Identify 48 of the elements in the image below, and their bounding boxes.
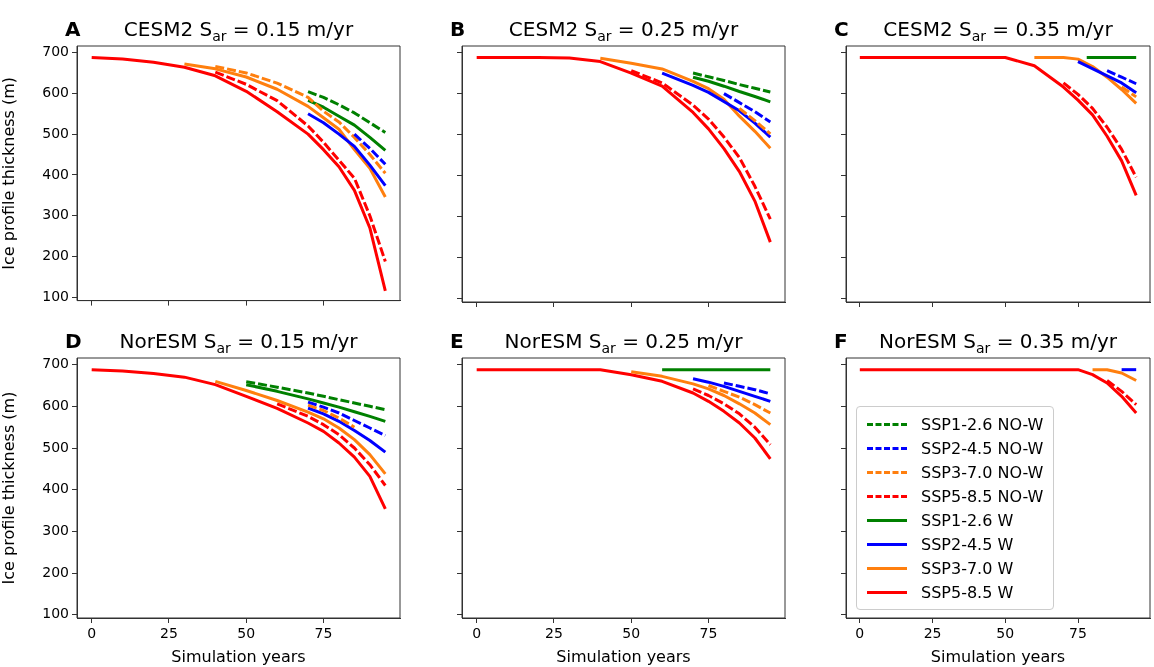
- text: C: [834, 17, 849, 41]
- x-tick-label: 75: [699, 625, 718, 642]
- y-tick-label: 700: [42, 355, 69, 372]
- line-series: [306, 400, 387, 437]
- legend-label: SSP3-7.0 W: [921, 558, 1014, 578]
- x-tick-label: 25: [160, 625, 178, 642]
- x-tick-label: 50: [996, 625, 1015, 642]
- text: E: [450, 329, 464, 353]
- x-axis-title: Simulation years: [930, 646, 1066, 666]
- y-tick-label: 200: [42, 247, 69, 264]
- y-tick-label: 100: [42, 605, 69, 622]
- legend-label: SSP1-2.6 W: [921, 510, 1014, 530]
- legend-label: SSP1-2.6 NO-W: [921, 414, 1044, 434]
- y-tick-label: 500: [42, 438, 69, 455]
- x-tick-label: 0: [472, 625, 482, 642]
- x-tick-label: 0: [855, 625, 865, 642]
- y-tick-label: 600: [42, 396, 69, 413]
- y-tick-label: 500: [42, 124, 69, 141]
- y-tick-label: 400: [42, 480, 69, 497]
- x-tick-label: 0: [87, 625, 97, 642]
- x-tick-label: 25: [923, 625, 942, 642]
- y-axis-title: Ice profile thickness (m): [0, 76, 18, 270]
- x-tick-label: 50: [622, 625, 641, 642]
- x-axis-title: Simulation years: [556, 646, 691, 666]
- line-series: [306, 403, 356, 429]
- y-tick-label: 200: [42, 563, 69, 580]
- y-tick-label: 700: [42, 43, 69, 60]
- y-axis-title: Ice profile thickness (m): [0, 391, 18, 585]
- y-tick-label: 100: [42, 287, 69, 304]
- text: A: [65, 17, 81, 41]
- text: D: [65, 329, 82, 353]
- y-tick-label: 300: [42, 521, 69, 538]
- y-tick-label: 300: [42, 206, 69, 223]
- x-tick-label: 75: [314, 625, 333, 642]
- y-tick-label: 400: [42, 165, 69, 182]
- text: B: [450, 17, 466, 41]
- legend-label: SSP3-7.0 NO-W: [921, 462, 1044, 482]
- text: F: [834, 329, 848, 353]
- legend-label: SSP5-8.5 NO-W: [921, 486, 1044, 506]
- y-tick-label: 600: [42, 83, 69, 100]
- legend-label: SSP2-4.5 NO-W: [921, 438, 1044, 458]
- line-series: [306, 90, 387, 134]
- x-axis-title: Simulation years: [171, 646, 306, 666]
- x-tick-label: 25: [545, 625, 563, 642]
- x-tick-label: 50: [237, 625, 256, 642]
- legend-label: SSP5-8.5 W: [921, 582, 1014, 602]
- legend-label: SSP2-4.5 W: [921, 534, 1014, 554]
- x-tick-label: 75: [1069, 625, 1087, 642]
